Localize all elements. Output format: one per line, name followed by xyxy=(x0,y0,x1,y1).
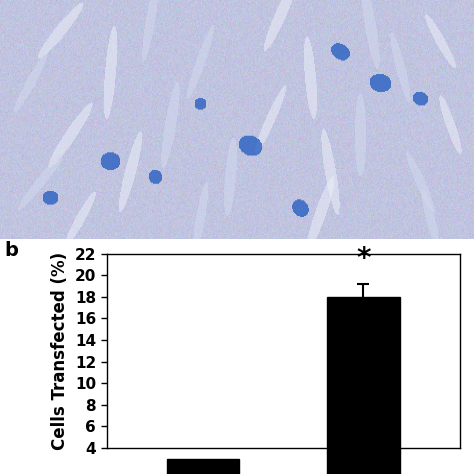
Bar xyxy=(167,459,239,474)
Text: *: * xyxy=(356,245,371,273)
Bar xyxy=(328,297,400,474)
Text: b: b xyxy=(5,241,18,260)
Y-axis label: Cells Transfected (%): Cells Transfected (%) xyxy=(51,252,69,450)
